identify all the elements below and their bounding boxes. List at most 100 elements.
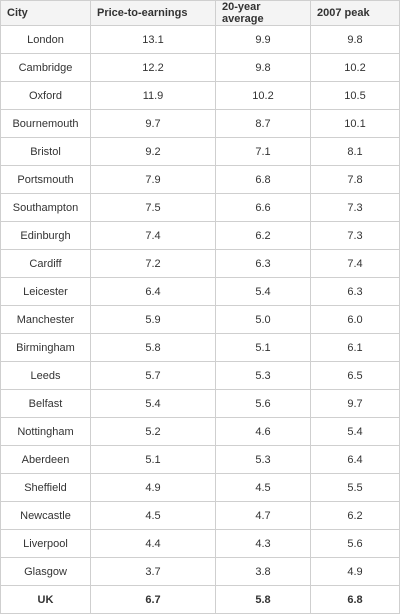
table-row: Southampton 7.5 6.6 7.3 bbox=[0, 193, 400, 222]
table-row: Cardiff 7.2 6.3 7.4 bbox=[0, 249, 400, 278]
value-cell: 12.2 bbox=[90, 53, 216, 82]
city-cell: Leicester bbox=[0, 277, 91, 306]
city-cell: Newcastle bbox=[0, 501, 91, 530]
value-cell: 3.8 bbox=[215, 557, 311, 586]
table-row: Portsmouth 7.9 6.8 7.8 bbox=[0, 165, 400, 194]
table-row: Bristol 9.2 7.1 8.1 bbox=[0, 137, 400, 166]
value-cell: 6.7 bbox=[90, 585, 216, 614]
value-cell: 10.5 bbox=[310, 81, 400, 110]
city-cell: Sheffield bbox=[0, 473, 91, 502]
city-cell: Bristol bbox=[0, 137, 91, 166]
city-cell: Liverpool bbox=[0, 529, 91, 558]
value-cell: 4.7 bbox=[215, 501, 311, 530]
table-row: Cambridge 12.2 9.8 10.2 bbox=[0, 53, 400, 82]
header-cell: City bbox=[0, 0, 91, 26]
value-cell: 6.3 bbox=[310, 277, 400, 306]
city-cell: London bbox=[0, 25, 91, 54]
city-cell: Manchester bbox=[0, 305, 91, 334]
value-cell: 6.2 bbox=[310, 501, 400, 530]
city-cell: Portsmouth bbox=[0, 165, 91, 194]
city-cell: Glasgow bbox=[0, 557, 91, 586]
value-cell: 11.9 bbox=[90, 81, 216, 110]
value-cell: 6.8 bbox=[310, 585, 400, 614]
city-cell: Cambridge bbox=[0, 53, 91, 82]
value-cell: 10.2 bbox=[310, 53, 400, 82]
table-row: Sheffield 4.9 4.5 5.5 bbox=[0, 473, 400, 502]
value-cell: 4.9 bbox=[310, 557, 400, 586]
table-body: London 13.1 9.9 9.8 Cambridge 12.2 9.8 10.2 Oxfo… bbox=[0, 25, 400, 614]
value-cell: 6.6 bbox=[215, 193, 311, 222]
table-header: City Price-to-earnings 20-year average 2007… bbox=[0, 0, 400, 26]
value-cell: 6.1 bbox=[310, 333, 400, 362]
header-row: City Price-to-earnings 20-year average 2007… bbox=[0, 0, 400, 26]
value-cell: 4.5 bbox=[215, 473, 311, 502]
value-cell: 6.4 bbox=[90, 277, 216, 306]
table-row: Glasgow 3.7 3.8 4.9 bbox=[0, 557, 400, 586]
city-cell: Leeds bbox=[0, 361, 91, 390]
table-row: Edinburgh 7.4 6.2 7.3 bbox=[0, 221, 400, 250]
value-cell: 5.6 bbox=[215, 389, 311, 418]
header-cell: 20-year average bbox=[215, 0, 311, 26]
value-cell: 7.2 bbox=[90, 249, 216, 278]
city-cell: Cardiff bbox=[0, 249, 91, 278]
table-row: Oxford 11.9 10.2 10.5 bbox=[0, 81, 400, 110]
table-row: Aberdeen 5.1 5.3 6.4 bbox=[0, 445, 400, 474]
value-cell: 4.5 bbox=[90, 501, 216, 530]
city-cell: Oxford bbox=[0, 81, 91, 110]
value-cell: 9.2 bbox=[90, 137, 216, 166]
city-cell: Edinburgh bbox=[0, 221, 91, 250]
table-row: Birmingham 5.8 5.1 6.1 bbox=[0, 333, 400, 362]
value-cell: 5.6 bbox=[310, 529, 400, 558]
value-cell: 4.3 bbox=[215, 529, 311, 558]
city-cell: Belfast bbox=[0, 389, 91, 418]
table-row: Manchester 5.9 5.0 6.0 bbox=[0, 305, 400, 334]
value-cell: 7.1 bbox=[215, 137, 311, 166]
value-cell: 5.8 bbox=[215, 585, 311, 614]
value-cell: 4.9 bbox=[90, 473, 216, 502]
value-cell: 4.4 bbox=[90, 529, 216, 558]
value-cell: 6.4 bbox=[310, 445, 400, 474]
value-cell: 7.4 bbox=[90, 221, 216, 250]
value-cell: 9.8 bbox=[310, 25, 400, 54]
city-cell: Birmingham bbox=[0, 333, 91, 362]
value-cell: 6.0 bbox=[310, 305, 400, 334]
value-cell: 5.9 bbox=[90, 305, 216, 334]
value-cell: 5.3 bbox=[215, 361, 311, 390]
value-cell: 9.8 bbox=[215, 53, 311, 82]
value-cell: 6.2 bbox=[215, 221, 311, 250]
value-cell: 5.4 bbox=[215, 277, 311, 306]
value-cell: 8.1 bbox=[310, 137, 400, 166]
city-cell: Southampton bbox=[0, 193, 91, 222]
value-cell: 6.8 bbox=[215, 165, 311, 194]
table-row: Leicester 6.4 5.4 6.3 bbox=[0, 277, 400, 306]
value-cell: 7.8 bbox=[310, 165, 400, 194]
value-cell: 7.9 bbox=[90, 165, 216, 194]
value-cell: 8.7 bbox=[215, 109, 311, 138]
value-cell: 5.0 bbox=[215, 305, 311, 334]
city-cell: UK bbox=[0, 585, 91, 614]
value-cell: 7.3 bbox=[310, 221, 400, 250]
city-cell: Nottingham bbox=[0, 417, 91, 446]
table-row: London 13.1 9.9 9.8 bbox=[0, 25, 400, 54]
value-cell: 5.2 bbox=[90, 417, 216, 446]
value-cell: 10.1 bbox=[310, 109, 400, 138]
value-cell: 5.7 bbox=[90, 361, 216, 390]
value-cell: 10.2 bbox=[215, 81, 311, 110]
value-cell: 5.4 bbox=[310, 417, 400, 446]
value-cell: 7.3 bbox=[310, 193, 400, 222]
header-cell: Price-to-earnings bbox=[90, 0, 216, 26]
value-cell: 9.9 bbox=[215, 25, 311, 54]
table-row: Bournemouth 9.7 8.7 10.1 bbox=[0, 109, 400, 138]
table-row: Newcastle 4.5 4.7 6.2 bbox=[0, 501, 400, 530]
value-cell: 3.7 bbox=[90, 557, 216, 586]
value-cell: 6.5 bbox=[310, 361, 400, 390]
table-row: Belfast 5.4 5.6 9.7 bbox=[0, 389, 400, 418]
value-cell: 5.5 bbox=[310, 473, 400, 502]
value-cell: 7.4 bbox=[310, 249, 400, 278]
city-cell: Bournemouth bbox=[0, 109, 91, 138]
value-cell: 5.8 bbox=[90, 333, 216, 362]
value-cell: 5.1 bbox=[90, 445, 216, 474]
value-cell: 5.3 bbox=[215, 445, 311, 474]
